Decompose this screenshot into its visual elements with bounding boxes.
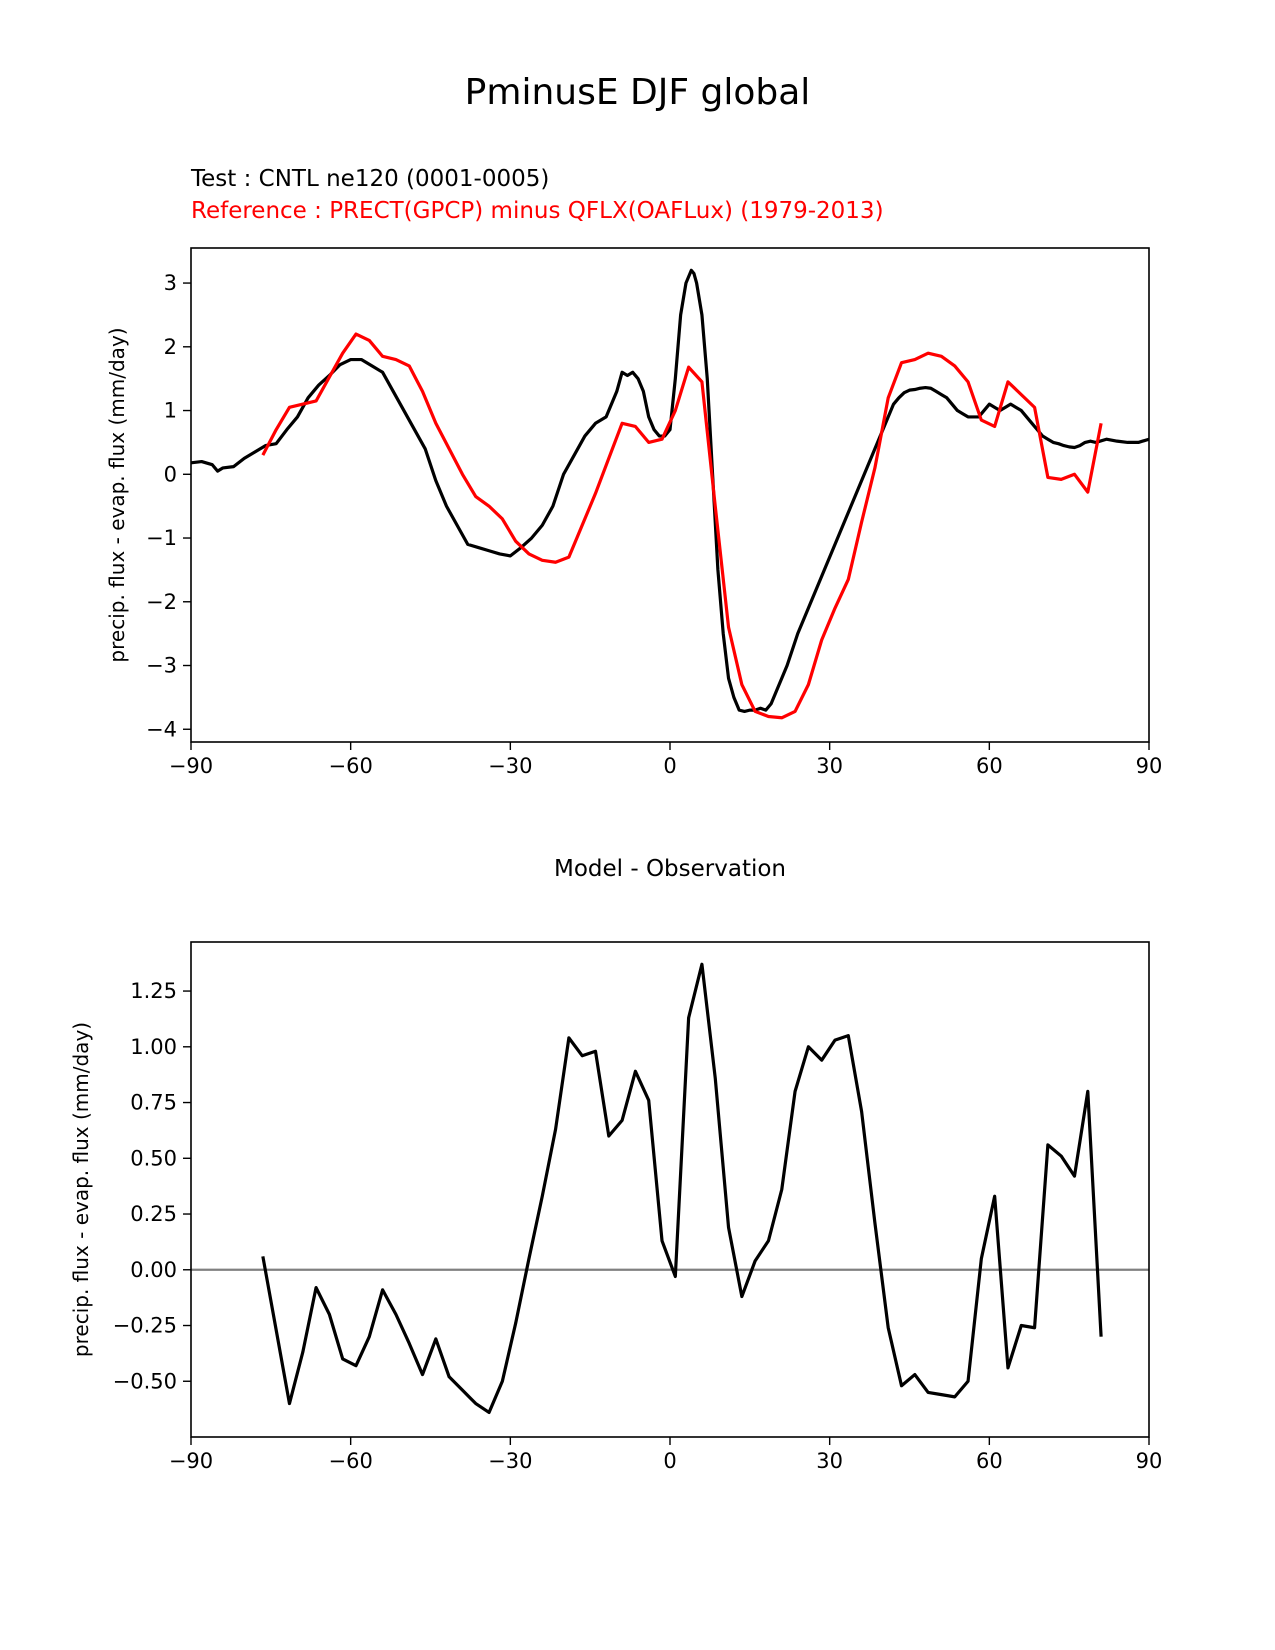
bottom-series-test-line [261,962,1103,1415]
bottom-ytick-label: −0.25 [113,1314,177,1338]
bottom-ytick-label: 1.00 [130,1035,177,1059]
bottom-ytick-label: 0.25 [130,1202,177,1226]
bottom-ytick-label: 0.75 [130,1091,177,1115]
bottom-xtick-label: 30 [816,1449,843,1473]
top-ytick-label: −2 [146,590,177,614]
bottom-xtick-label: −60 [329,1449,373,1473]
top-chart: −90 −60 −30 0 30 60 90 −4 −3 −2 −1 0 1 2 3 precip. flux… [105,247,1163,778]
test-label: Test : CNTL ne120 (0001-0005) [191,166,550,192]
figure-title: PminusE DJF global [464,72,811,113]
bottom-xtick-label: 0 [663,1449,676,1473]
top-ytick-label: 3 [164,271,177,295]
top-ytick-label: 1 [164,399,177,423]
top-ytick-label: 0 [164,462,177,486]
bottom-ytick-label: 0.00 [130,1258,177,1282]
bottom-xtick-label: 60 [976,1449,1003,1473]
top-axes-frame [190,247,1150,743]
top-ylabel: precip. flux - evap. flux (mm/day) [105,327,129,662]
bottom-chart-title: Model - Observation [553,856,787,882]
bottom-ylabel: precip. flux - evap. flux (mm/day) [69,1022,93,1357]
top-series-test-line [191,268,1149,714]
top-xtick-label: −60 [329,754,373,778]
bottom-ytick-label: 1.25 [130,979,177,1003]
top-xtick-label: 60 [976,754,1003,778]
bottom-chart: −90 −60 −30 0 30 60 90 −0.50 −0.25 0.00 0.25 0.50 0.… [69,941,1163,1473]
top-xtick-label: 90 [1136,754,1163,778]
reference-label: Reference : PRECT(GPCP) minus QFLX(OAFLu… [191,198,884,224]
top-xtick-label: −30 [488,754,532,778]
bottom-ytick-label: −0.50 [113,1369,177,1393]
bottom-axes-frame [190,941,1150,1438]
top-series-reference-line [261,332,1103,720]
bottom-xtick-label: −30 [488,1449,532,1473]
top-xtick-label: 0 [663,754,676,778]
top-ytick-label: −3 [146,654,177,678]
bottom-xtick-label: 90 [1136,1449,1163,1473]
top-xtick-label: 30 [816,754,843,778]
bottom-xtick-label: −90 [169,1449,213,1473]
top-ytick-label: −4 [146,717,177,741]
top-ytick-label: 2 [164,335,177,359]
top-xtick-label: −90 [169,754,213,778]
bottom-ytick-label: 0.50 [130,1146,177,1170]
top-ytick-label: −1 [146,526,177,550]
